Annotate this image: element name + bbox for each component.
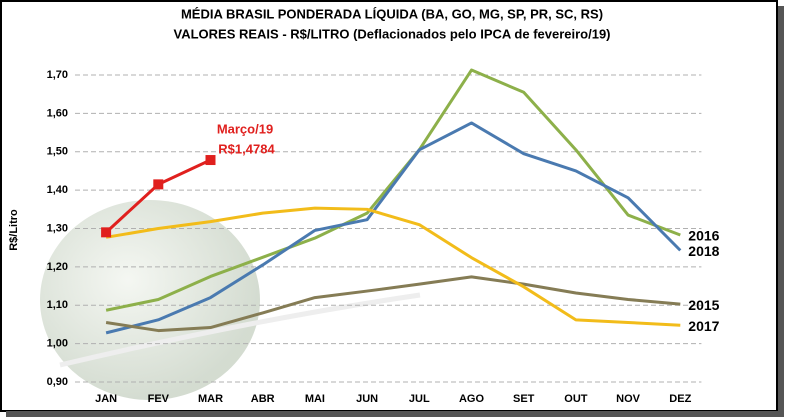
- y-tick-label: 1,50: [47, 146, 68, 158]
- series-label: 2016: [688, 228, 719, 244]
- y-tick-label: 1,20: [47, 261, 68, 273]
- series-line: [105, 275, 681, 333]
- y-tick-label: 1,10: [47, 299, 68, 311]
- series-label: 2015: [688, 297, 719, 313]
- y-tick-label: 1,70: [47, 69, 68, 81]
- annotation: Março/19: [217, 121, 273, 136]
- series-line: [105, 121, 682, 335]
- y-tick-label: 1,60: [47, 107, 68, 119]
- background-decoration: [59, 292, 421, 368]
- point-marker: [205, 155, 216, 166]
- y-axis-label: R$/Litro: [8, 209, 20, 251]
- x-tick-label: FEV: [148, 393, 170, 405]
- y-tick-label: 1,00: [47, 338, 68, 350]
- series-label: 2017: [688, 318, 719, 334]
- series-line: [105, 68, 681, 312]
- x-tick-label: SET: [513, 393, 535, 405]
- x-tick-label: MAR: [198, 393, 223, 405]
- series-line: [105, 206, 681, 327]
- x-tick-label: MAI: [305, 393, 325, 405]
- point-marker: [101, 227, 112, 238]
- y-tick-label: 1,30: [47, 222, 68, 234]
- y-tick-label: 1,40: [47, 184, 68, 196]
- x-tick-label: JAN: [95, 393, 117, 405]
- data-label: R$1,4784: [218, 141, 275, 156]
- series-label: 2018: [688, 243, 719, 259]
- x-tick-label: JUN: [356, 393, 378, 405]
- chart-title: MÉDIA BRASIL PONDERADA LÍQUIDA (BA, GO, …: [181, 6, 603, 21]
- chart-subtitle: VALORES REAIS - R$/LITRO (Deflacionados …: [173, 26, 610, 41]
- x-tick-label: NOV: [616, 393, 641, 405]
- x-tick-label: ABR: [251, 393, 275, 405]
- shadow: [778, 6, 784, 416]
- y-tick-label: 0,90: [47, 376, 68, 388]
- x-tick-label: OUT: [564, 393, 588, 405]
- x-tick-label: JUL: [409, 393, 430, 405]
- shadow: [6, 411, 784, 417]
- x-tick-label: DEZ: [669, 393, 691, 405]
- point-marker: [153, 179, 164, 190]
- x-tick-label: AGO: [459, 393, 485, 405]
